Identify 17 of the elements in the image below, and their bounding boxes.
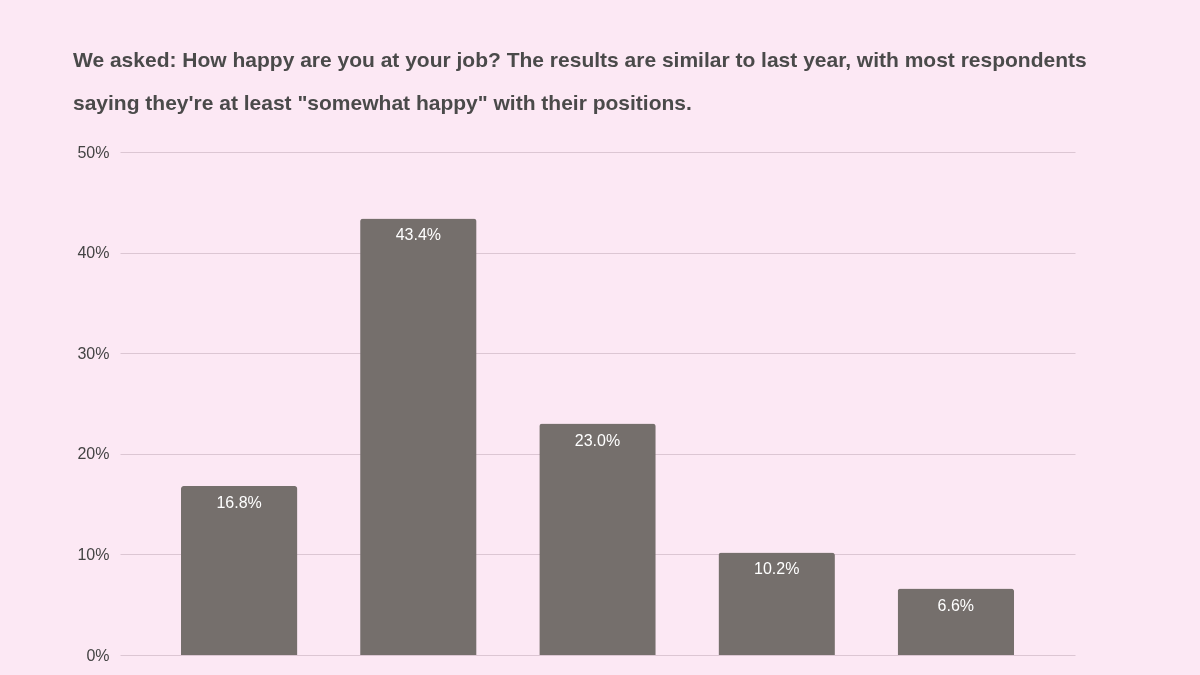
bar xyxy=(539,423,656,655)
data-label: 6.6% xyxy=(937,596,975,614)
data-label: 16.8% xyxy=(216,493,262,511)
bar xyxy=(718,552,835,655)
data-label: 23.0% xyxy=(574,431,621,449)
bar xyxy=(897,588,1015,655)
data-label: 43.4% xyxy=(395,226,442,244)
data-label: 10.2% xyxy=(753,560,800,578)
bar xyxy=(360,218,477,655)
y-tick-label: 20% xyxy=(77,445,110,463)
y-tick-label: 0% xyxy=(86,646,110,664)
y-tick-label: 30% xyxy=(77,344,110,362)
chart-title: We asked: How happy are you at your job? The results are similar to last year, with most respondents saying they're at least "somewhat happy" with their positions. xyxy=(72,48,1087,114)
y-tick-label: 50% xyxy=(77,143,110,161)
bar xyxy=(180,485,298,655)
y-tick-label: 40% xyxy=(77,244,110,262)
y-tick-label: 10% xyxy=(77,545,110,563)
